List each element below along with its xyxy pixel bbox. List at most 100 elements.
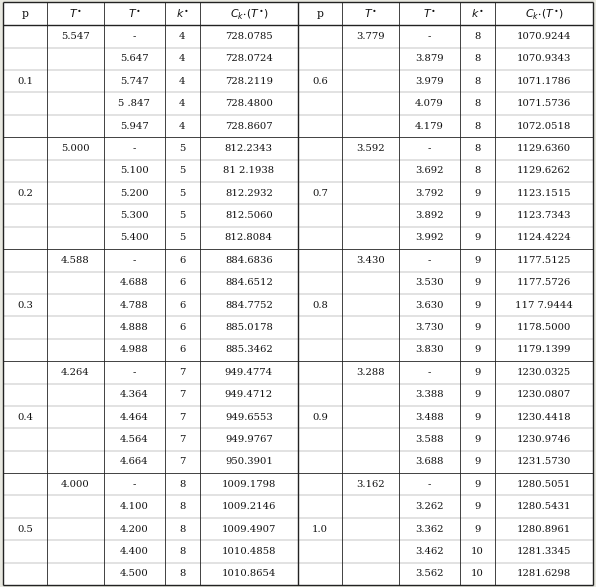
Text: 1281.6298: 1281.6298 [517, 569, 571, 578]
Text: 6: 6 [179, 301, 185, 310]
Text: 7: 7 [179, 390, 185, 399]
Text: 1010.8654: 1010.8654 [222, 569, 276, 578]
Text: 6: 6 [179, 323, 185, 332]
Text: -: - [132, 256, 136, 265]
Text: 4.988: 4.988 [120, 345, 148, 355]
Text: 1123.7343: 1123.7343 [517, 211, 571, 220]
Text: 8: 8 [474, 55, 480, 63]
Text: p: p [21, 9, 29, 19]
Text: 0.3: 0.3 [17, 301, 33, 310]
Text: -: - [427, 32, 431, 41]
Text: 7: 7 [179, 457, 185, 466]
Text: 885.3462: 885.3462 [225, 345, 273, 355]
Text: 4: 4 [179, 99, 185, 108]
Text: 4: 4 [179, 55, 185, 63]
Text: 9: 9 [474, 413, 480, 421]
Text: 4.664: 4.664 [120, 457, 148, 466]
Text: 9: 9 [474, 211, 480, 220]
Text: 5.400: 5.400 [120, 234, 148, 242]
Text: 4.464: 4.464 [120, 413, 148, 421]
Text: $T^{\bullet}$: $T^{\bullet}$ [69, 8, 82, 20]
Text: 5: 5 [179, 166, 185, 176]
Text: 1123.1515: 1123.1515 [517, 189, 571, 198]
Text: 4.000: 4.000 [61, 480, 90, 489]
Text: 3.630: 3.630 [415, 301, 443, 310]
Text: 0.4: 0.4 [17, 413, 33, 421]
Text: 812.8084: 812.8084 [225, 234, 273, 242]
Text: 1072.0518: 1072.0518 [517, 122, 571, 130]
Text: 3.992: 3.992 [415, 234, 443, 242]
Text: 1070.9343: 1070.9343 [517, 55, 571, 63]
Text: 3.462: 3.462 [415, 547, 443, 556]
Text: 728.8607: 728.8607 [225, 122, 272, 130]
Text: -: - [427, 368, 431, 377]
Text: -: - [132, 480, 136, 489]
Text: 1177.5726: 1177.5726 [517, 278, 571, 287]
Text: 0.9: 0.9 [312, 413, 328, 421]
Text: 1129.6262: 1129.6262 [517, 166, 571, 176]
Text: 1281.3345: 1281.3345 [517, 547, 571, 556]
Text: 728.0785: 728.0785 [225, 32, 273, 41]
Text: 812.2343: 812.2343 [225, 144, 273, 153]
Text: 8: 8 [474, 99, 480, 108]
Text: 3.830: 3.830 [415, 345, 443, 355]
Text: 3.562: 3.562 [415, 569, 443, 578]
Text: 5.200: 5.200 [120, 189, 148, 198]
Text: p: p [316, 9, 324, 19]
Text: 3.879: 3.879 [415, 55, 443, 63]
Text: 1.0: 1.0 [312, 525, 328, 534]
Text: 5.947: 5.947 [120, 122, 148, 130]
Text: 3.530: 3.530 [415, 278, 443, 287]
Text: 1009.4907: 1009.4907 [222, 525, 276, 534]
Text: 8: 8 [179, 525, 185, 534]
Text: -: - [132, 32, 136, 41]
Text: 1124.4224: 1124.4224 [517, 234, 571, 242]
Text: 949.6553: 949.6553 [225, 413, 273, 421]
Text: 3.588: 3.588 [415, 435, 443, 444]
Text: -: - [132, 144, 136, 153]
Text: 0.7: 0.7 [312, 189, 328, 198]
Text: 884.6836: 884.6836 [225, 256, 272, 265]
Text: 3.488: 3.488 [415, 413, 443, 421]
Text: 3.592: 3.592 [356, 144, 385, 153]
Text: 3.162: 3.162 [356, 480, 385, 489]
Text: 1231.5730: 1231.5730 [517, 457, 571, 466]
Text: 884.7752: 884.7752 [225, 301, 273, 310]
Text: 5: 5 [179, 211, 185, 220]
Text: 10: 10 [471, 569, 483, 578]
Text: 7: 7 [179, 413, 185, 421]
Text: 9: 9 [474, 189, 480, 198]
Text: 9: 9 [474, 502, 480, 511]
Text: 1071.1786: 1071.1786 [517, 77, 571, 86]
Text: 9: 9 [474, 368, 480, 377]
Text: 9: 9 [474, 278, 480, 287]
Text: 5 .847: 5 .847 [119, 99, 150, 108]
Text: 5.547: 5.547 [61, 32, 90, 41]
Text: 3.388: 3.388 [415, 390, 443, 399]
Text: 8: 8 [474, 122, 480, 130]
Text: 7: 7 [179, 435, 185, 444]
Text: 3.362: 3.362 [415, 525, 443, 534]
Text: 4.400: 4.400 [120, 547, 148, 556]
Text: 812.5060: 812.5060 [225, 211, 273, 220]
Text: 3.430: 3.430 [356, 256, 385, 265]
Text: 1129.6360: 1129.6360 [517, 144, 571, 153]
Text: 8: 8 [474, 144, 480, 153]
Text: 1177.5125: 1177.5125 [517, 256, 571, 265]
Text: $T^{\bullet}$: $T^{\bullet}$ [128, 8, 141, 20]
Text: $C_{k^{\bullet}}(T^{\bullet})$: $C_{k^{\bullet}}(T^{\bullet})$ [229, 6, 268, 21]
Text: 5: 5 [179, 144, 185, 153]
Text: 5: 5 [179, 189, 185, 198]
Text: 7: 7 [179, 368, 185, 377]
Text: 6: 6 [179, 345, 185, 355]
Text: $T^{\bullet}$: $T^{\bullet}$ [364, 8, 377, 20]
Text: 9: 9 [474, 345, 480, 355]
Text: 4.888: 4.888 [120, 323, 148, 332]
Text: 9: 9 [474, 525, 480, 534]
Text: 4.688: 4.688 [120, 278, 148, 287]
Text: 3.688: 3.688 [415, 457, 443, 466]
Text: 1230.0807: 1230.0807 [517, 390, 571, 399]
Text: 10: 10 [471, 547, 483, 556]
Text: 3.262: 3.262 [415, 502, 443, 511]
Text: 9: 9 [474, 234, 480, 242]
